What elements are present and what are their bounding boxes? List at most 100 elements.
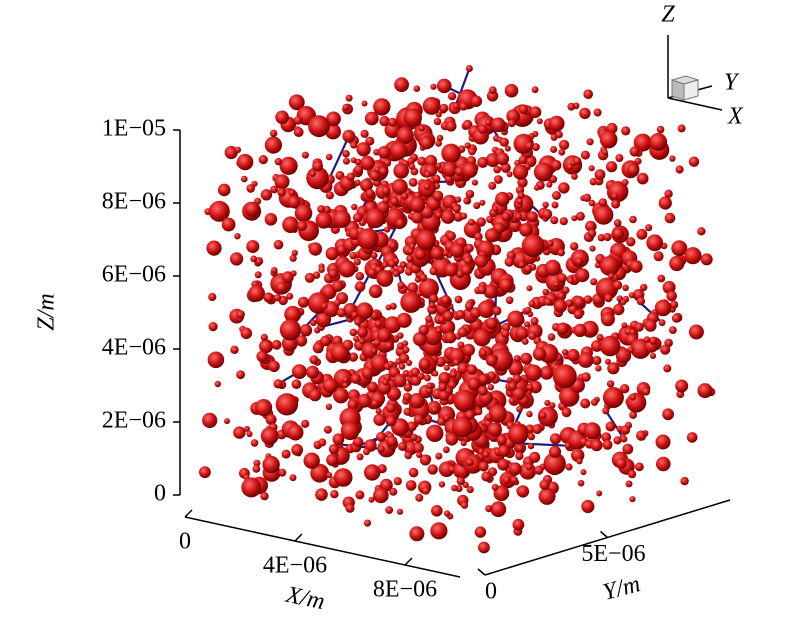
pore: [326, 454, 339, 466]
pore: [443, 446, 450, 454]
pore: [326, 111, 341, 127]
pore: [408, 178, 418, 187]
pore: [583, 295, 593, 304]
pore: [478, 541, 490, 554]
pore: [289, 474, 297, 482]
pore: [409, 526, 425, 542]
pore: [669, 255, 685, 272]
pore: [373, 487, 389, 504]
pore: [593, 108, 602, 117]
pore: [398, 363, 406, 370]
pore: [224, 418, 230, 425]
pore: [396, 126, 414, 144]
pore: [590, 398, 599, 406]
pore: [281, 449, 291, 459]
pore: [419, 136, 433, 150]
pore: [527, 442, 535, 450]
pore: [378, 445, 385, 453]
pore: [338, 260, 356, 278]
pore: [385, 415, 397, 427]
pore: [646, 234, 664, 252]
tick-mark: [294, 533, 303, 542]
pore: [418, 278, 439, 299]
pore: [332, 433, 345, 446]
pore: [602, 407, 610, 415]
pore: [528, 331, 537, 340]
pore: [657, 274, 666, 283]
z-axis-title: Z/m: [34, 293, 60, 330]
pore: [529, 380, 542, 394]
pore: [588, 199, 596, 207]
pore: [282, 216, 299, 233]
pore: [376, 270, 394, 287]
pore: [431, 405, 439, 414]
pore: [353, 335, 360, 342]
pore: [315, 211, 333, 229]
pore: [448, 347, 466, 365]
pore: [516, 405, 523, 413]
pore: [479, 349, 488, 357]
pore: [374, 319, 383, 328]
pore: [636, 297, 646, 306]
pore: [684, 247, 702, 265]
pore: [443, 364, 450, 371]
pore: [547, 333, 556, 341]
pore: [491, 483, 499, 491]
pore: [295, 335, 308, 347]
pore: [615, 457, 627, 469]
pore: [415, 229, 437, 251]
pore: [438, 382, 448, 392]
pore: [440, 209, 455, 224]
pore: [308, 115, 330, 138]
pore: [605, 358, 611, 365]
pore: [398, 441, 407, 451]
pore: [453, 358, 460, 366]
pore: [606, 161, 618, 173]
pore: [452, 102, 460, 110]
pore: [649, 336, 658, 345]
pore: [448, 92, 457, 101]
pore: [403, 407, 412, 416]
pore: [428, 301, 436, 309]
pore: [430, 247, 444, 260]
pore: [636, 228, 648, 240]
pore: [403, 383, 413, 392]
pore: [587, 229, 597, 238]
pore: [279, 319, 301, 341]
pore: [230, 252, 244, 266]
pore: [363, 519, 372, 527]
pore: [635, 462, 644, 472]
pore: [403, 392, 412, 402]
pore: [301, 151, 309, 159]
pore: [325, 403, 333, 410]
pore: [476, 217, 486, 227]
pore: [515, 326, 529, 340]
pore: [464, 142, 471, 149]
pore: [345, 94, 353, 102]
pore: [392, 270, 400, 277]
pore: [289, 254, 297, 262]
tick-mark: [184, 509, 193, 518]
pore: [578, 352, 594, 368]
pore: [246, 240, 260, 253]
pore: [435, 140, 442, 147]
pore: [513, 355, 521, 362]
pore: [347, 399, 359, 410]
pore: [525, 463, 533, 471]
pore: [315, 488, 328, 501]
pore: [601, 432, 612, 443]
pore: [407, 248, 414, 255]
pore: [459, 102, 468, 111]
pore: [365, 189, 375, 199]
pore: [599, 255, 620, 276]
pore: [620, 384, 630, 394]
pore: [391, 178, 408, 195]
pore: [284, 305, 302, 323]
pore: [250, 439, 259, 447]
pore: [615, 154, 624, 162]
pore: [565, 299, 574, 308]
pore: [613, 436, 622, 445]
pore: [440, 295, 451, 305]
pore: [268, 360, 280, 372]
pore: [656, 456, 671, 472]
